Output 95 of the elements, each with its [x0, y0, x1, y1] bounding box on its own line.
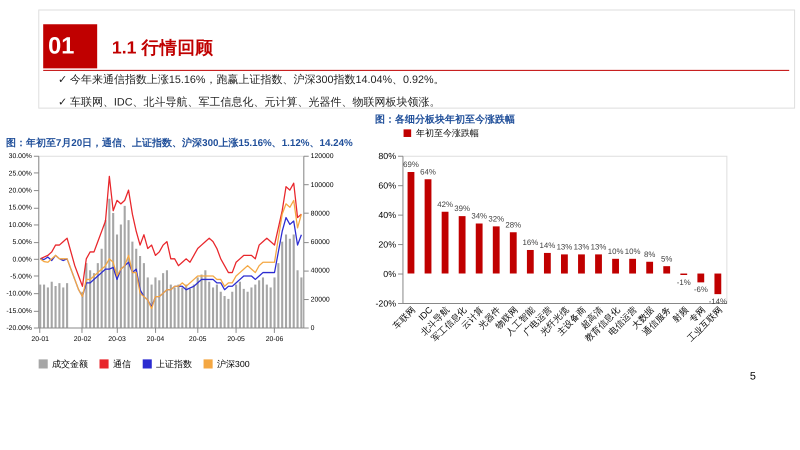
bar [442, 212, 448, 274]
bar [100, 248, 103, 328]
bar [177, 284, 180, 328]
bar [246, 292, 249, 328]
text: 10% [624, 246, 640, 256]
bar [424, 179, 432, 274]
text: 5% [661, 254, 672, 264]
bar [142, 263, 145, 328]
bar [476, 223, 483, 274]
bar [62, 287, 64, 328]
text: 01 [48, 32, 74, 59]
bar [492, 226, 500, 274]
chart-title: 图：各细分板块年初至今涨跌幅 [374, 113, 515, 126]
text: 14% [540, 241, 556, 250]
bar [292, 234, 295, 328]
bar [510, 232, 517, 274]
bar [288, 238, 291, 328]
bar [154, 277, 156, 328]
bar [250, 287, 253, 328]
text: 13% [556, 242, 572, 252]
bar [408, 172, 414, 274]
bar [196, 277, 199, 328]
bar [166, 270, 168, 328]
bar [697, 274, 704, 282]
legend-label: 成交金额 [52, 358, 88, 369]
bar [200, 274, 203, 328]
bar [561, 254, 568, 274]
y-tick-label: 40% [378, 210, 396, 220]
bar [526, 250, 534, 274]
text: 34% [471, 212, 488, 221]
bar [300, 277, 302, 328]
bar [58, 283, 60, 328]
x-tick-label: 射频 [670, 304, 690, 324]
bar [258, 280, 260, 328]
text: ✓ 车联网、IDC、北斗导航、军工信息化、元计算、光器件、物联网板块领涨。 [58, 96, 440, 109]
bar [174, 287, 176, 328]
text: 1.1 行情回顾 [112, 38, 214, 58]
text: -1% [676, 278, 691, 287]
bar [104, 220, 107, 328]
bar [284, 234, 288, 328]
text: -6% [694, 285, 708, 294]
legend-label: 年初至今涨跌幅 [416, 128, 480, 138]
text: 64% [420, 167, 436, 176]
y-tick-label: -20% [375, 298, 396, 308]
bar [131, 242, 134, 328]
bar [663, 266, 670, 274]
text: 28% [505, 220, 522, 230]
text: 13% [590, 242, 606, 252]
chart-title: 图：年初至7月20日，通信、上证指数、沪深300上涨15.16%、1.12%、14.24% [6, 136, 354, 149]
line-series [40, 200, 302, 310]
text: 16% [522, 238, 538, 248]
bar [108, 198, 110, 328]
line-series [40, 176, 302, 287]
text: 10% [608, 246, 624, 256]
bar [181, 287, 184, 328]
text: 8% [644, 250, 656, 259]
text: 32% [488, 214, 504, 224]
bar [273, 277, 276, 328]
text: 5 [750, 370, 756, 383]
bar [646, 262, 654, 274]
bar [238, 282, 241, 328]
legend-label: 通信 [112, 358, 131, 369]
bar [714, 274, 722, 294]
bar [235, 284, 238, 328]
bar [216, 284, 218, 328]
bar [188, 288, 192, 328]
y-tick-label: 60% [378, 180, 396, 191]
bar [612, 258, 619, 274]
bar [50, 282, 53, 328]
y-tick-label: 0% [383, 268, 396, 279]
bar [578, 254, 585, 274]
bar [262, 277, 264, 328]
legend-label: 沪深300 [216, 358, 250, 369]
y-tick-label: 80% [378, 151, 396, 162]
bar [39, 284, 42, 328]
legend-label: 上证指数 [156, 358, 192, 369]
bar [281, 242, 284, 328]
text: 13% [574, 242, 590, 252]
text: 39% [454, 204, 470, 214]
bar [544, 252, 551, 274]
bar [629, 258, 636, 274]
bar [270, 287, 272, 328]
text: 42% [437, 200, 453, 209]
bar [595, 254, 602, 274]
bar [124, 206, 126, 328]
text: ✓ 今年来通信指数上涨15.16%，跑赢上证指数、沪深300指数14.04%、0.92%。 [58, 73, 445, 86]
bar [42, 284, 46, 328]
bar [266, 284, 268, 328]
bar [458, 216, 466, 274]
bar [204, 270, 206, 328]
text: 69% [403, 160, 419, 170]
bar [66, 283, 68, 328]
bar [254, 284, 256, 328]
bar [162, 273, 164, 328]
y-tick-label: 20% [378, 240, 396, 250]
